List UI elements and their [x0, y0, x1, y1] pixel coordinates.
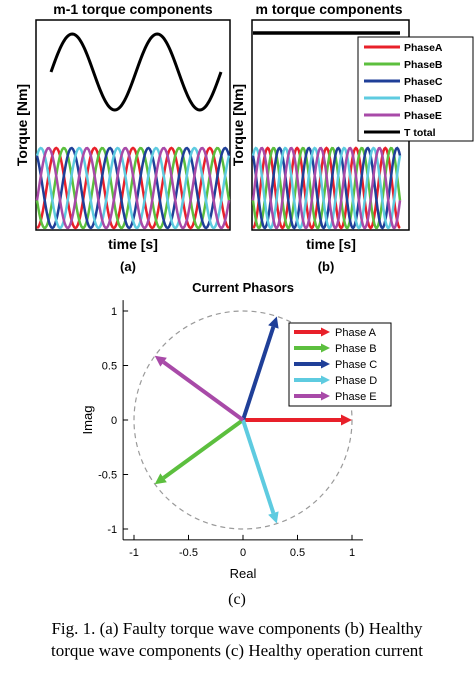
panel-b-line-phasee: [251, 146, 402, 230]
panel-c-x-tick-label: -0.5: [179, 547, 198, 559]
panel-c-phasor-head-phasee: [154, 355, 167, 367]
panel-b-legend: PhaseA PhaseB PhaseC PhaseD PhaseE T total: [357, 36, 474, 142]
panel-a-line-phasee: [35, 146, 231, 230]
panel-c-phasor-head-phasea: [341, 414, 352, 426]
panel-c-phasor-head-phaseb: [154, 473, 167, 485]
panel-b-title: m torque components: [255, 1, 402, 17]
panel-c-x-tick-label: 0.5: [290, 547, 305, 559]
panel-c-legend-swatch-head: [321, 327, 330, 337]
panel-c-y-tick-label: 1: [111, 306, 117, 318]
panel-c-phasor-phaseb: [162, 418, 245, 480]
panel-b-ylabel: Torque [Nm]: [230, 84, 246, 166]
panel-c-xlabel: Real: [230, 566, 257, 581]
panel-b-legend-label: PhaseE: [404, 110, 442, 122]
panel-c-phasor-phasec: [241, 326, 276, 421]
panel-a-axes: [35, 19, 231, 231]
panel-c-label: (c): [228, 591, 246, 608]
panel-a-title: m-1 torque components: [53, 1, 213, 17]
caption-line-2: torque wave components (c) Healthy opera…: [51, 641, 423, 660]
panel-b-line-phased: [251, 146, 402, 230]
panel-a-ylabel: Torque [Nm]: [14, 84, 30, 166]
panel-a-line-phasea: [36, 146, 230, 230]
panel-b-xlabel: time [s]: [306, 236, 356, 252]
panel-b-legend-box: [357, 36, 474, 142]
panel-c-title: Current Phasors: [192, 280, 294, 295]
panel-a-total-line: [49, 32, 223, 112]
panel-b-legend-label: PhaseD: [404, 93, 443, 105]
panel-c-x-tick-label: 1: [349, 547, 355, 559]
panel-c-legend-swatch-head: [321, 359, 330, 369]
panel-b-series: [251, 31, 402, 230]
caption-line-1: Fig. 1. (a) Faulty torque wave component…: [51, 619, 423, 638]
panel-c-y-tick-label: -0.5: [98, 470, 117, 482]
panel-b-legend-label: PhaseC: [404, 76, 443, 88]
panel-b-label: (b): [318, 259, 335, 274]
panel-b-line-phasea: [252, 146, 401, 230]
panel-b-legend-label: PhaseB: [404, 59, 443, 71]
panel-c-x-tick-label: -1: [129, 547, 139, 559]
panel-b: m torque components PhaseAPhaseBPhaseCPh…: [230, 1, 474, 274]
panel-c-x-tick-label: 0: [240, 547, 246, 559]
panel-c-phasor-phasee: [162, 360, 245, 422]
panel-a-line-phased: [35, 146, 231, 230]
panel-c-phasor-head-phased: [268, 511, 279, 524]
panel-c-legend-swatch-head: [321, 343, 330, 353]
panel-c-phasor-phased: [241, 419, 276, 514]
panel-c-legend-label: Phase A: [335, 327, 377, 339]
panel-c-legend-label: Phase B: [335, 343, 377, 355]
panel-b-legend-label: T total: [404, 127, 436, 139]
panel-c-legend-label: Phase C: [335, 359, 377, 371]
panel-c-legend-label: Phase E: [335, 391, 377, 403]
panel-c-legend-swatch-head: [321, 391, 330, 401]
panel-c-legend: Phase A Phase B Phase C Phase D Phase E: [288, 322, 392, 407]
panel-c-legend-label: Phase D: [335, 375, 377, 387]
panel-b-legend-label: PhaseA: [404, 42, 443, 54]
panel-c: Current Phasors -1 -0.5 0 0.5 1 1 0.5 0 -0.5 -1 P…: [80, 280, 392, 608]
panel-a-label: (a): [120, 259, 136, 274]
panel-a-series: [35, 32, 231, 230]
panel-a-xlabel: time [s]: [108, 236, 158, 252]
panel-c-legend-swatch-head: [321, 375, 330, 385]
panel-c-y-tick-label: 0: [111, 415, 117, 427]
panel-a: m-1 torque components Torque [Nm] time […: [14, 1, 231, 274]
panel-c-ylabel: Imag: [80, 406, 95, 435]
figure-caption: Fig. 1. (a) Faulty torque wave component…: [0, 618, 474, 662]
panel-c-phasors: [154, 316, 352, 524]
panel-c-phasor-head-phasec: [268, 316, 279, 329]
panel-c-y-tick-label: -1: [107, 524, 117, 536]
panel-c-y-tick-label: 0.5: [102, 361, 117, 373]
panel-c-axes: -1 -0.5 0 0.5 1 1 0.5 0 -0.5 -1: [98, 300, 363, 559]
